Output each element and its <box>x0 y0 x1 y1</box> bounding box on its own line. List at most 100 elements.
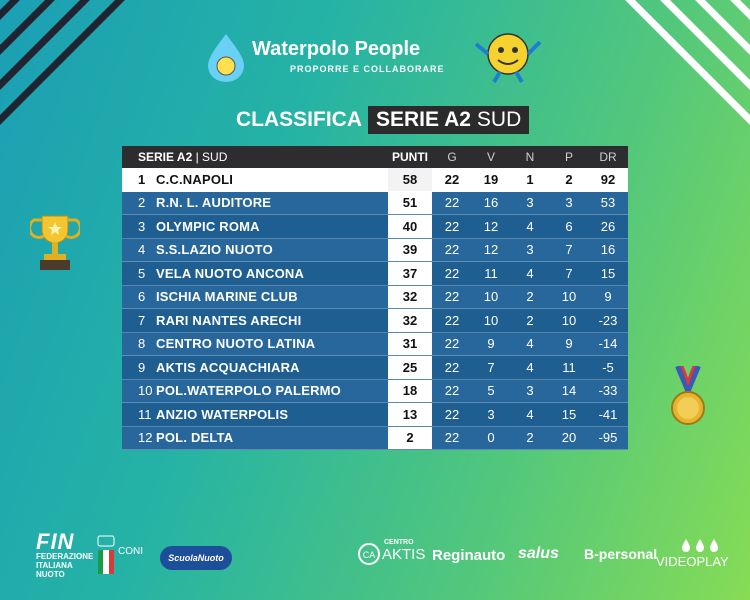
row-points: 39 <box>388 238 432 261</box>
row-team: RARI NANTES ARECHI <box>156 312 302 328</box>
row-v: 12 <box>483 218 499 234</box>
row-position: 1 <box>138 171 146 187</box>
row-position: 10 <box>138 383 153 399</box>
water-drop-logo-icon <box>208 34 244 82</box>
header-v: V <box>486 150 495 164</box>
row-v: 9 <box>487 336 495 352</box>
page-title: CLASSIFICA SERIE A2 SUD <box>236 106 530 134</box>
row-g: 22 <box>444 312 460 328</box>
row-points: 25 <box>388 356 432 379</box>
header-dr: DR <box>599 150 617 164</box>
row-n: 3 <box>526 195 534 211</box>
row-g: 22 <box>444 336 460 352</box>
header-separator: | <box>195 150 203 164</box>
row-points: 51 <box>388 191 432 214</box>
row-p: 7 <box>565 242 573 258</box>
row-position: 3 <box>138 218 146 234</box>
row-dr: -14 <box>598 336 618 352</box>
row-v: 19 <box>483 171 499 187</box>
row-n: 4 <box>526 406 534 422</box>
fin-logo-line: ITALIANA <box>36 561 73 570</box>
row-team: R.N. L. AUDITORE <box>156 195 272 211</box>
row-v: 10 <box>483 312 499 328</box>
sponsor-reginauto: Reginauto <box>432 547 506 564</box>
row-dr: -41 <box>598 406 618 422</box>
row-team: POL. DELTA <box>156 430 234 446</box>
row-position: 4 <box>138 242 146 258</box>
row-position: 9 <box>138 359 146 375</box>
row-g: 22 <box>444 383 460 399</box>
row-team: POL.WATERPOLO PALERMO <box>156 383 341 399</box>
row-points: 31 <box>388 332 432 355</box>
brand-name: Waterpolo People <box>252 38 421 60</box>
row-p: 7 <box>565 265 573 281</box>
row-n: 4 <box>526 265 534 281</box>
table-row: 9 AKTIS ACQUACHIARA 25 22 7 4 11 -5 <box>122 356 628 380</box>
row-position: 8 <box>138 336 146 352</box>
row-p: 14 <box>561 383 577 399</box>
row-points: 2 <box>388 426 432 449</box>
row-g: 22 <box>444 406 460 422</box>
row-dr: 16 <box>600 242 616 258</box>
row-points: 40 <box>388 215 432 238</box>
row-n: 4 <box>526 336 534 352</box>
row-g: 22 <box>444 265 460 281</box>
header-p: P <box>564 150 573 164</box>
row-p: 2 <box>565 171 573 187</box>
row-dr: -33 <box>598 383 618 399</box>
brand-tagline: PROPORRE E COLLABORARE <box>290 64 445 74</box>
row-p: 6 <box>565 218 573 234</box>
table-row: 5 VELA NUOTO ANCONA 37 22 11 4 7 15 <box>122 262 628 286</box>
row-dr: 26 <box>600 218 616 234</box>
header-points: PUNTI <box>392 150 428 164</box>
coni-emblem-icon <box>97 535 115 574</box>
row-g: 22 <box>444 218 460 234</box>
row-g: 22 <box>444 430 460 446</box>
row-g: 22 <box>444 171 460 187</box>
fin-logo-line: FEDERAZIONE <box>36 552 94 561</box>
table-row: 4 S.S.LAZIO NUOTO 39 22 12 3 7 16 <box>122 238 628 262</box>
row-p: 20 <box>561 430 577 446</box>
row-dr: 15 <box>600 265 616 281</box>
row-n: 3 <box>526 383 534 399</box>
fin-logo: FIN FEDERAZIONE ITALIANA NUOTO <box>36 531 94 580</box>
header-league: SERIE A2 | SUD <box>122 150 388 164</box>
row-team: OLYMPIC ROMA <box>156 218 260 234</box>
row-dr: 92 <box>600 171 616 187</box>
row-team: VELA NUOTO ANCONA <box>156 265 305 281</box>
row-position: 12 <box>138 430 153 446</box>
header-g: G <box>447 150 457 164</box>
table-row: 6 ISCHIA MARINE CLUB 32 22 10 2 10 9 <box>122 285 628 309</box>
title-prefix: CLASSIFICA <box>236 108 362 131</box>
table-row: 12 POL. DELTA 2 22 0 2 20 -95 <box>122 426 628 450</box>
row-points: 13 <box>388 403 432 426</box>
sponsor-aktis: AKTIS <box>382 546 426 563</box>
row-v: 11 <box>484 265 498 281</box>
title-division: SUD <box>476 108 522 131</box>
row-v: 7 <box>487 359 495 375</box>
right-stripes-decoration <box>625 0 750 125</box>
row-n: 3 <box>526 242 534 258</box>
row-team: ISCHIA MARINE CLUB <box>156 289 298 305</box>
row-points: 18 <box>388 379 432 402</box>
row-dr: -23 <box>598 312 618 328</box>
row-position: 7 <box>138 312 146 328</box>
table-row: 2 R.N. L. AUDITORE 51 22 16 3 3 53 <box>122 191 628 215</box>
row-team: C.C.NAPOLI <box>156 171 234 187</box>
svg-text:CA: CA <box>363 550 376 560</box>
row-position: 5 <box>138 265 146 281</box>
row-position: 11 <box>138 406 152 422</box>
table-row: 7 RARI NANTES ARECHI 32 22 10 2 10 -23 <box>122 309 628 333</box>
row-v: 16 <box>483 195 499 211</box>
table-row: 10 POL.WATERPOLO PALERMO 18 22 5 3 14 -3… <box>122 379 628 403</box>
brand-header: Waterpolo People PROPORRE E COLLABORARE <box>200 30 560 90</box>
row-dr: 9 <box>604 289 612 305</box>
row-n: 2 <box>526 289 534 305</box>
sponsor-bpersonal: B-personal <box>584 546 658 562</box>
header-league-name: SERIE A2 <box>138 150 193 164</box>
row-g: 22 <box>444 242 460 258</box>
row-n: 4 <box>526 218 534 234</box>
row-n: 2 <box>526 312 534 328</box>
row-g: 22 <box>444 289 460 305</box>
row-v: 3 <box>487 406 495 422</box>
